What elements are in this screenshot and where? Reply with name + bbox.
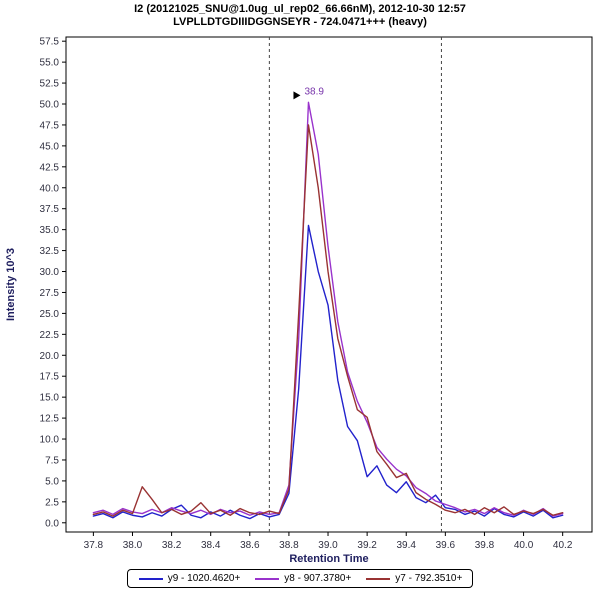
- x-tick-label: 39.8: [475, 540, 495, 551]
- y-tick-label: 37.5: [40, 204, 60, 215]
- y-tick-label: 22.5: [40, 330, 60, 341]
- x-axis-title: Retention Time: [289, 553, 368, 565]
- x-tick-label: 38.6: [240, 540, 260, 551]
- y-axis-title: Intensity 10^3: [5, 248, 17, 321]
- y-tick-label: 2.5: [45, 497, 59, 508]
- legend-label-y7: y7 - 792.3510+: [395, 573, 463, 584]
- y-tick-label: 0.0: [45, 518, 59, 529]
- y-tick-label: 40.0: [40, 183, 60, 194]
- legend-label-y8: y8 - 907.3780+: [284, 573, 352, 584]
- legend-item-y9: y9 - 1020.4620+: [138, 573, 241, 584]
- y-tick-label: 15.0: [40, 393, 60, 404]
- y-tick-label: 32.5: [40, 246, 60, 257]
- y-tick-label: 52.5: [40, 79, 60, 90]
- y-tick-label: 7.5: [45, 455, 59, 466]
- y-tick-label: 47.5: [40, 120, 60, 131]
- legend-item-y8: y8 - 907.3780+: [254, 573, 351, 584]
- y-tick-label: 25.0: [40, 309, 60, 320]
- legend-line-swatch-y8: [255, 577, 280, 580]
- plot-border: [65, 36, 593, 533]
- chart-subtitle: LVPLLDTGDIIIDGGNSEYR - 724.0471+++ (heav…: [173, 16, 427, 28]
- series-line-y7: [92, 124, 564, 517]
- y-tick-label: 50.0: [40, 100, 60, 111]
- x-tick-label: 38.0: [123, 540, 143, 551]
- legend: y9 - 1020.4620+ y8 - 907.3780+ y7 - 792.35…: [126, 569, 474, 588]
- legend-item-y7: y7 - 792.3510+: [365, 573, 462, 584]
- x-tick-label: 38.2: [162, 540, 182, 551]
- peak-id-arrow-icon: [293, 91, 301, 100]
- x-tick-label: 39.2: [357, 540, 377, 551]
- chromatogram-plot[interactable]: 0.0 2.5 5.0 7.5 10.0 12.5 15.0 17.5 20.0 22.5 25.0…: [0, 29, 600, 567]
- legend-label-y9: y9 - 1020.4620+: [167, 573, 241, 584]
- y-tick-label: 57.5: [40, 37, 60, 48]
- y-tick-label: 35.0: [40, 225, 60, 236]
- legend-line-swatch-y9: [138, 577, 163, 580]
- x-tick-label: 39.0: [318, 540, 338, 551]
- x-tick-label: 37.8: [84, 540, 104, 551]
- y-tick-label: 12.5: [40, 414, 60, 425]
- y-tick-label: 55.0: [40, 58, 60, 69]
- x-tick-label: 40.0: [514, 540, 534, 551]
- y-tick-label: 5.0: [45, 476, 59, 487]
- series-line-y8: [92, 101, 564, 517]
- y-tick-label: 10.0: [40, 435, 60, 446]
- chart-header: I2 (20121025_SNU@1.0ug_ul_rep02_66.66nM)…: [0, 0, 600, 29]
- x-tick-label: 39.4: [397, 540, 417, 551]
- legend-line-swatch-y7: [366, 577, 391, 580]
- peak-rt-annotation: 38.9: [304, 86, 324, 97]
- y-tick-label: 42.5: [40, 162, 60, 173]
- x-tick-label: 40.2: [553, 540, 573, 551]
- y-tick-label: 45.0: [40, 141, 60, 152]
- x-tick-label: 38.4: [201, 540, 221, 551]
- x-tick-label: 39.6: [436, 540, 456, 551]
- y-tick-label: 30.0: [40, 267, 60, 278]
- y-tick-label: 27.5: [40, 288, 60, 299]
- x-tick-label: 38.8: [279, 540, 299, 551]
- y-tick-label: 17.5: [40, 372, 60, 383]
- chart-title: I2 (20121025_SNU@1.0ug_ul_rep02_66.66nM)…: [134, 3, 466, 15]
- y-tick-label: 20.0: [40, 351, 60, 362]
